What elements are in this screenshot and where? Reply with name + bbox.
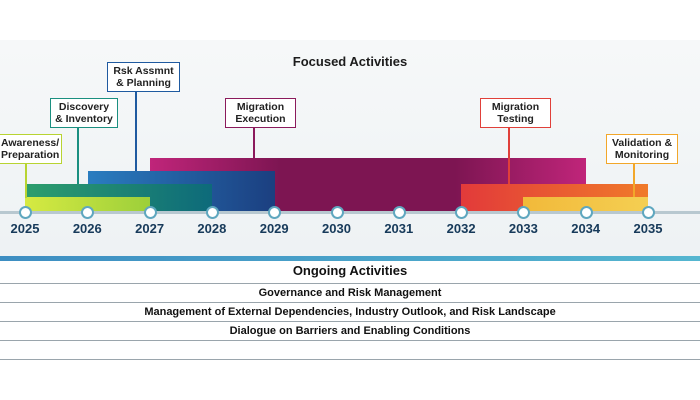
year-label: 2029 (259, 221, 289, 236)
year-marker-dot (455, 206, 469, 219)
year-marker-dot (81, 206, 95, 219)
callout-line: Monitoring (614, 149, 670, 161)
callout-line: & Inventory (55, 113, 113, 125)
ongoing-divider-band (0, 256, 700, 261)
year-label: 2032 (446, 221, 476, 236)
leader-validation (633, 162, 635, 197)
year-marker-dot (330, 206, 344, 219)
year-marker-dot (517, 206, 531, 219)
year-marker-dot (579, 206, 593, 219)
callout-validation-monitoring: Validation & Monitoring (606, 134, 678, 164)
year-marker-dot (268, 206, 282, 219)
leader-awareness (25, 160, 27, 198)
year-marker-dot (642, 206, 655, 219)
bar-awareness-preparation (25, 197, 150, 212)
bar-validation-monitoring (523, 197, 648, 212)
callout-line: Testing (497, 113, 534, 125)
year-label: 2026 (72, 221, 102, 236)
bottom-rule (0, 359, 700, 360)
year-marker-dot (205, 206, 219, 219)
ongoing-row-external-dependencies: Management of External Dependencies, Ind… (0, 302, 700, 320)
ongoing-row-governance: Governance and Risk Management (0, 283, 700, 301)
callout-line: Migration (236, 101, 285, 113)
leader-risk (135, 90, 137, 171)
leader-discovery (77, 126, 79, 184)
callout-risk-assessment-planning: Rsk Assmnt & Planning (107, 62, 180, 92)
year-label: 2033 (508, 221, 538, 236)
focused-activities-title: Focused Activities (292, 54, 408, 69)
callout-line: Validation & (611, 137, 673, 149)
year-marker-dot (143, 206, 157, 219)
callout-awareness-preparation: Awareness/ Preparation (0, 134, 62, 164)
callout-line: & Planning (116, 77, 171, 89)
callout-line: Rsk Assmnt (113, 65, 174, 77)
timeline-axis (0, 211, 700, 214)
ongoing-activities-title: Ongoing Activities (292, 263, 408, 278)
ongoing-row-separator (0, 340, 700, 341)
ongoing-row-dialogue: Dialogue on Barriers and Enabling Condit… (0, 321, 700, 339)
year-label: 2035 (633, 221, 663, 236)
year-marker-dot (19, 206, 32, 219)
leader-migration-execution (253, 126, 255, 158)
roadmap-frame: Focused Activities Awareness/ Preparatio… (0, 40, 700, 360)
callout-line: Discovery (58, 101, 110, 113)
leader-migration-testing (508, 126, 510, 184)
callout-line: Migration (491, 101, 540, 113)
callout-line: Execution (235, 113, 286, 125)
callout-line: Preparation (1, 149, 60, 161)
year-label: 2028 (197, 221, 227, 236)
year-label: 2031 (384, 221, 414, 236)
callout-migration-testing: Migration Testing (480, 98, 551, 128)
year-label: 2025 (10, 221, 40, 236)
callout-line: Awareness/ (1, 137, 60, 149)
year-label: 2027 (135, 221, 165, 236)
year-label: 2034 (571, 221, 601, 236)
year-label: 2030 (322, 221, 351, 236)
callout-discovery-inventory: Discovery & Inventory (50, 98, 118, 128)
year-marker-dot (392, 206, 406, 219)
callout-migration-execution: Migration Execution (225, 98, 296, 128)
